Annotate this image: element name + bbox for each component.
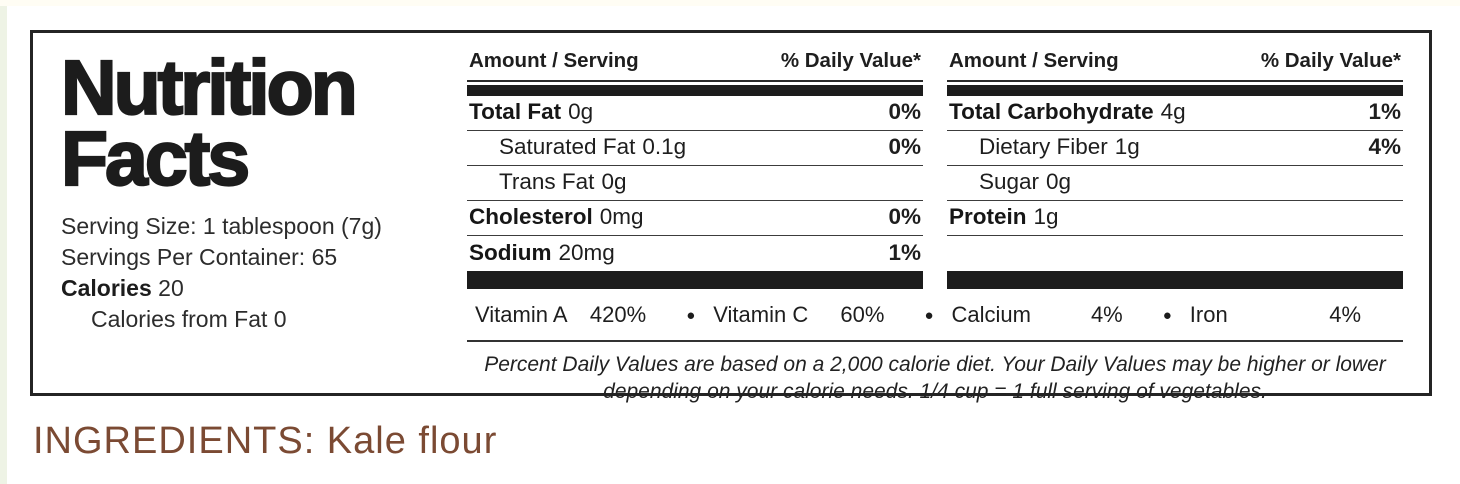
ingredients-text: INGREDIENTS: Kale flour	[33, 420, 498, 462]
bullet-separator-icon: ●	[924, 306, 934, 324]
calcium-value: 4%	[1090, 302, 1123, 327]
label-title: Nutrition Facts	[60, 45, 465, 202]
row-protein-name: Protein	[949, 204, 1027, 229]
row-dietary-fiber: Dietary Fiber 1g 4%	[947, 131, 1403, 166]
bullet-separator-icon: ●	[1162, 306, 1172, 324]
row-sodium-dv: 1%	[888, 240, 921, 265]
vitamin-c-value: 60%	[840, 302, 885, 327]
micronutrient-vitamin-c: Vitamin C 60%	[713, 302, 924, 328]
row-protein: Protein 1g	[947, 201, 1403, 236]
nutrition-facts-label: Nutrition Facts Serving Size: 1 tablespo…	[30, 30, 1432, 403]
row-trans-fat: Trans Fat 0g	[467, 166, 923, 201]
row-saturated-fat-dv: 0%	[888, 134, 921, 159]
row-saturated-fat-name: Saturated Fat	[499, 134, 636, 159]
column2-header-amount: Amount / Serving	[949, 49, 1119, 72]
micronutrient-vitamin-a: Vitamin A 420%	[475, 302, 686, 328]
row-sugar-name: Sugar	[979, 169, 1040, 194]
vitamin-a-value: 420%	[589, 302, 647, 327]
row-dietary-fiber-dv: 4%	[1368, 134, 1401, 159]
column1-bottom-bar	[467, 271, 923, 289]
calories-from-fat-line: Calories from Fat 0	[91, 305, 287, 332]
nutrient-columns: Amount / Serving % Daily Value* Total Fa…	[467, 45, 1403, 289]
micronutrient-calcium: Calcium 4%	[952, 302, 1163, 328]
column1-header: Amount / Serving % Daily Value*	[467, 45, 923, 82]
row-cholesterol: Cholesterol 0mg 0%	[467, 201, 923, 236]
row-saturated-fat-amount: 0.1g	[642, 134, 687, 159]
bullet-separator-icon: ●	[686, 306, 696, 324]
row-trans-fat-amount: 0g	[601, 169, 627, 194]
row-sodium-amount: 20mg	[558, 240, 615, 265]
label-right-panel: Amount / Serving % Daily Value* Total Fa…	[465, 33, 1429, 403]
nutrient-column-carb-protein: Amount / Serving % Daily Value* Total Ca…	[947, 45, 1403, 289]
row-total-carbohydrate-dv: 1%	[1368, 99, 1401, 124]
label-left-panel: Nutrition Facts Serving Size: 1 tablespo…	[33, 33, 465, 393]
row-sodium: Sodium 20mg 1%	[467, 236, 923, 271]
serving-info: Serving Size: 1 tablespoon (7g) Servings…	[61, 211, 465, 335]
row-total-fat-dv: 0%	[888, 99, 921, 124]
column1-header-amount: Amount / Serving	[469, 49, 639, 72]
column2-header-bar	[947, 85, 1403, 96]
column2-header: Amount / Serving % Daily Value*	[947, 45, 1403, 82]
iron-value: 4%	[1329, 302, 1361, 327]
micronutrients-row: Vitamin A 420% ● Vitamin C 60% ● Calcium…	[467, 298, 1403, 342]
vitamin-c-name: Vitamin C	[713, 302, 809, 327]
row-trans-fat-name: Trans Fat	[499, 169, 595, 194]
calcium-name: Calcium	[951, 302, 1031, 327]
row-total-fat-amount: 0g	[568, 99, 594, 124]
nutrient-column-fat-sodium: Amount / Serving % Daily Value* Total Fa…	[467, 45, 923, 289]
top-edge-strip	[0, 0, 1460, 6]
servings-per-container-line: Servings Per Container: 65	[61, 243, 338, 270]
row-cholesterol-dv: 0%	[888, 204, 921, 229]
footnote-line1: Percent Daily Values are based on a 2,00…	[484, 353, 1386, 376]
serving-size-line: Serving Size: 1 tablespoon (7g)	[61, 212, 382, 239]
daily-value-footnote: Percent Daily Values are based on a 2,00…	[467, 351, 1403, 405]
row-total-carbohydrate: Total Carbohydrate 4g 1%	[947, 96, 1403, 131]
column1-header-bar	[467, 85, 923, 96]
calories-value: 20	[158, 274, 184, 301]
calories-label: Calories	[61, 274, 152, 301]
micronutrient-iron: Iron 4%	[1190, 302, 1401, 328]
column1-header-dv: % Daily Value*	[780, 49, 921, 72]
label-title-line2: Facts	[60, 115, 251, 202]
column2-header-dv: % Daily Value*	[1260, 49, 1401, 72]
label-title-line1: Nutrition	[60, 45, 359, 131]
calories-line: Calories 20	[61, 273, 465, 304]
row-sugar-amount: 0g	[1046, 169, 1072, 194]
iron-name: Iron	[1189, 302, 1228, 327]
row-saturated-fat: Saturated Fat 0.1g 0%	[467, 131, 923, 166]
vitamin-a-name: Vitamin A	[475, 302, 568, 327]
row-cholesterol-amount: 0mg	[599, 204, 644, 229]
row-cholesterol-name: Cholesterol	[469, 204, 593, 229]
row-total-carbohydrate-name: Total Carbohydrate	[949, 99, 1154, 124]
footnote-line2: depending on your calorie needs. 1/4 cup…	[603, 380, 1267, 403]
row-total-carbohydrate-amount: 4g	[1160, 99, 1186, 124]
row-dietary-fiber-name: Dietary Fiber	[979, 134, 1108, 159]
row-sugar: Sugar 0g	[947, 166, 1403, 201]
row-protein-amount: 1g	[1033, 204, 1059, 229]
left-edge-strip	[0, 0, 7, 484]
column2-bottom-bar	[947, 271, 1403, 289]
row-sodium-name: Sodium	[469, 240, 552, 265]
row-dietary-fiber-amount: 1g	[1114, 134, 1140, 159]
row-total-fat: Total Fat 0g 0%	[467, 96, 923, 131]
row-total-fat-name: Total Fat	[469, 99, 562, 124]
